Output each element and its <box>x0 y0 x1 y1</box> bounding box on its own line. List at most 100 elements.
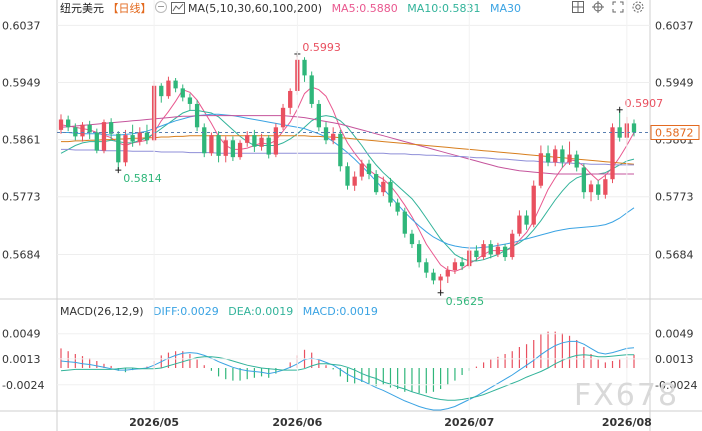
time-tick-label: 2026/08 <box>602 416 652 429</box>
macd-tick-right: 0.0013 <box>655 353 694 366</box>
fullscreen-icon[interactable] <box>612 1 624 13</box>
candle-body <box>237 142 243 158</box>
candle-body <box>502 246 508 258</box>
candle-body <box>495 246 501 255</box>
candle-body <box>416 244 422 263</box>
extreme-label: 0.5993 <box>302 41 341 54</box>
candle-body <box>101 122 107 151</box>
price-tick-right: 0.6037 <box>655 19 694 32</box>
ma-line-ma10 <box>60 109 635 262</box>
candle-body <box>331 133 336 141</box>
candle-body <box>560 149 565 163</box>
candle-body <box>223 140 228 156</box>
candle-body <box>180 88 185 98</box>
ma5-value: MA5:0.5880 <box>331 2 398 15</box>
candle-body <box>259 137 264 147</box>
macd-params-label: MACD(26,12,9) <box>60 305 144 318</box>
macd-diff-value: DIFF:0.0029 <box>153 305 219 318</box>
candle-body <box>545 153 551 163</box>
price-tick-right: 0.5949 <box>655 77 694 90</box>
candle-body <box>130 135 135 142</box>
candle-body <box>323 127 329 141</box>
candle-body <box>202 127 207 154</box>
grid-icon[interactable] <box>572 1 584 13</box>
macd-tick-left: 0.0049 <box>2 328 41 341</box>
candle-body <box>531 185 536 225</box>
macd-axis: 0.0049 0.0049 0.0013 0.0013 -0.0024 -0.0024 <box>2 328 697 392</box>
candle-body <box>402 211 407 234</box>
candle-body <box>388 181 393 203</box>
candle-body <box>123 135 128 163</box>
candle-body <box>610 127 615 180</box>
moving-average-lines <box>60 86 635 272</box>
candle-body <box>302 59 307 76</box>
ma-line-ma200 <box>61 148 634 166</box>
ma-line-ma100 <box>61 135 635 165</box>
candle-body <box>445 270 450 277</box>
candle-body <box>374 174 379 193</box>
macd-tick-right: -0.0024 <box>655 379 697 392</box>
candle-body <box>316 103 321 128</box>
candle-body <box>94 132 99 151</box>
macd-tick-left: -0.0024 <box>2 379 44 392</box>
candle-body <box>173 80 178 89</box>
candle-body <box>144 132 150 141</box>
candle-body <box>230 140 236 158</box>
candle-body <box>352 176 357 186</box>
candle-body <box>409 233 415 245</box>
extreme-label: 0.5625 <box>446 295 485 308</box>
chart-header: 纽元美元 【日线】 MA(5,10,30,60,100,200) MA5:0.5… <box>60 1 521 17</box>
macd-diff-line <box>60 340 635 411</box>
ma30-value: MA30 <box>490 2 522 15</box>
candle-body <box>137 132 142 142</box>
candle-body <box>524 215 529 225</box>
indicator-icon[interactable] <box>170 2 185 14</box>
candle-body <box>266 137 271 155</box>
time-tick-label: 2026/05 <box>129 416 179 429</box>
candle-body <box>517 215 522 234</box>
candle-body <box>452 262 458 271</box>
settings-icon[interactable] <box>632 1 644 13</box>
candle-body <box>166 80 171 97</box>
candle-body <box>538 153 544 186</box>
current-price-label: 0.5872 <box>655 126 694 139</box>
price-annotations: 0.5993 0.5814 0.5625 0.5907 <box>115 41 663 308</box>
price-tick-right: 0.5684 <box>655 248 694 261</box>
candle-body <box>474 250 479 258</box>
candle-body <box>187 97 193 104</box>
candle-body <box>80 124 85 137</box>
time-tick-label: 2026/07 <box>444 416 494 429</box>
candle-body <box>288 90 293 108</box>
price-tick-right: 0.5773 <box>655 191 694 204</box>
candle-body <box>488 244 493 255</box>
ma-params-label: MA(5,10,30,60,100,200) <box>188 2 323 15</box>
candle-body <box>209 135 214 154</box>
candle-body <box>567 154 572 163</box>
candle-body <box>273 127 279 155</box>
candle-body <box>631 123 637 133</box>
candle-body <box>481 244 486 258</box>
period-switch-icon[interactable] <box>155 1 167 13</box>
candle-body <box>366 163 372 175</box>
candle-body <box>194 103 200 128</box>
time-tick-label: 2026/06 <box>272 416 322 429</box>
period-label[interactable]: 【日线】 <box>107 2 152 15</box>
toolbar <box>572 1 648 15</box>
ma-line-ma60 <box>60 115 634 175</box>
candle-body <box>245 135 250 143</box>
extreme-label: 0.5814 <box>123 172 162 185</box>
candle-body <box>581 167 587 193</box>
candle-body <box>309 75 314 104</box>
candle-body <box>438 276 443 281</box>
current-price-tag <box>650 124 700 140</box>
candle-body <box>252 135 257 147</box>
price-tick-left: 0.5949 <box>2 77 41 90</box>
crosshair-icon[interactable] <box>592 1 604 13</box>
candle-body <box>510 233 515 258</box>
candle-body <box>87 124 92 133</box>
watermark: FX678 <box>574 378 679 413</box>
price-tick-left: 0.5861 <box>2 134 41 147</box>
